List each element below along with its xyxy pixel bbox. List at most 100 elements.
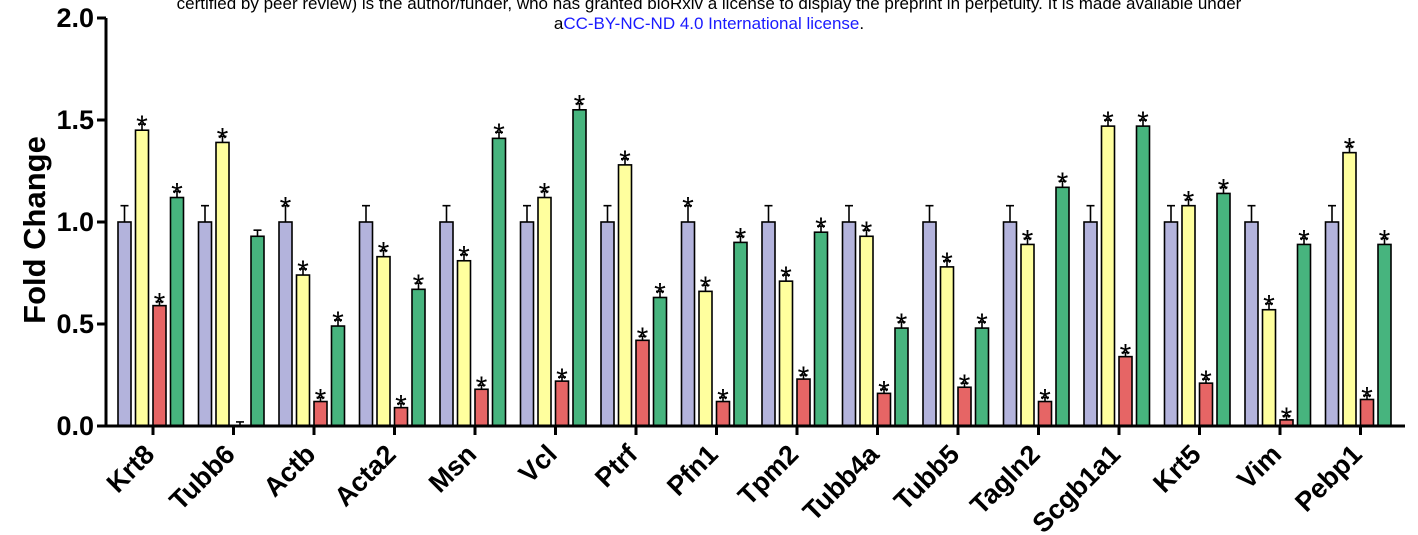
x-tick-label: Tubb6 xyxy=(164,439,241,516)
bar xyxy=(439,221,454,427)
significance-star: * xyxy=(280,192,292,225)
x-tick-label: Tubb5 xyxy=(888,439,965,516)
significance-star: * xyxy=(682,192,694,225)
significance-star: * xyxy=(332,306,344,339)
notice-line-1: certified by peer review) is the author/… xyxy=(176,0,1242,13)
bar xyxy=(1216,192,1231,427)
significance-star: * xyxy=(1298,224,1310,257)
license-link[interactable]: CC-BY-NC-ND 4.0 International license xyxy=(563,14,860,33)
significance-star: * xyxy=(1379,224,1391,257)
significance-star: * xyxy=(476,371,488,404)
bar xyxy=(974,327,990,427)
significance-star: * xyxy=(878,375,890,408)
y-tick-label: 1.0 xyxy=(56,207,94,237)
x-tick-label: Vcl xyxy=(513,439,563,489)
bar xyxy=(411,288,426,427)
significance-star: * xyxy=(556,363,568,396)
bar xyxy=(761,221,776,427)
x-tick-label: Tubb4a xyxy=(797,438,885,526)
significance-star: * xyxy=(959,369,971,402)
bar xyxy=(197,221,213,427)
notice-prefix: a xyxy=(553,14,564,33)
significance-star: * xyxy=(413,269,425,302)
significance-star: * xyxy=(217,122,229,155)
significance-star: * xyxy=(136,110,148,143)
bar xyxy=(519,221,535,427)
bar xyxy=(215,141,230,427)
significance-star: * xyxy=(700,271,712,304)
bar xyxy=(330,325,346,427)
license-notice: certified by peer review) is the author/… xyxy=(0,0,1418,34)
bar xyxy=(295,274,311,427)
bar xyxy=(1244,221,1259,427)
bar xyxy=(456,259,472,427)
significance-star: * xyxy=(574,90,586,123)
bar xyxy=(152,304,167,427)
significance-star: * xyxy=(637,322,649,355)
bar xyxy=(1100,125,1116,427)
significance-star: * xyxy=(171,177,183,210)
x-tick-label: Vim xyxy=(1231,439,1287,495)
bar xyxy=(1261,308,1277,427)
significance-star: * xyxy=(378,237,390,270)
y-tick-label: 2.0 xyxy=(56,3,94,33)
bar xyxy=(376,255,391,427)
x-tick-label: Scgb1a1 xyxy=(1026,439,1126,535)
significance-star: * xyxy=(458,241,470,274)
bar xyxy=(169,196,185,427)
significance-star: * xyxy=(1361,381,1373,414)
bar xyxy=(894,327,909,427)
significance-star: * xyxy=(815,212,827,245)
bar xyxy=(1181,204,1196,427)
bar xyxy=(278,221,293,427)
y-tick-label: 0.5 xyxy=(56,309,94,339)
significance-star: * xyxy=(1183,186,1195,219)
bar xyxy=(1324,221,1340,427)
y-axis-label: Fold Change xyxy=(17,136,52,324)
y-axis: 0.0 0.5 1.0 1.5 2.0 xyxy=(56,3,108,441)
bar xyxy=(1083,221,1098,427)
significance-star: * xyxy=(154,288,166,321)
bar xyxy=(859,235,874,427)
significance-star: * xyxy=(539,177,551,210)
x-tick-label: Acta2 xyxy=(329,439,402,512)
x-tick-label: Pfn1 xyxy=(661,439,724,502)
significance-star: * xyxy=(1137,106,1149,139)
x-axis: Krt8 Tubb6 Actb Acta2 Msn Vcl Ptrf Pfn1 Tpm2Tubb… xyxy=(101,424,1405,535)
bar xyxy=(698,290,713,427)
significance-star: * xyxy=(315,383,327,416)
notice-suffix: . xyxy=(859,14,865,33)
x-tick-label: Tpm2 xyxy=(732,439,804,511)
significance-star: * xyxy=(976,308,988,341)
x-tick-label: Krt8 xyxy=(101,439,160,498)
bar xyxy=(134,129,150,427)
bar xyxy=(1377,243,1392,427)
bar xyxy=(813,231,829,427)
significance-star: * xyxy=(297,255,309,288)
significance-star: * xyxy=(1039,383,1051,416)
significance-star: * xyxy=(1263,290,1275,323)
bar xyxy=(922,221,937,427)
significance-star: * xyxy=(1218,173,1230,206)
bar xyxy=(939,266,955,427)
bar xyxy=(491,137,507,427)
significance-star: * xyxy=(493,118,505,151)
bar xyxy=(1020,243,1035,427)
significance-star: * xyxy=(1057,167,1069,200)
x-tick-label: Ptrf xyxy=(589,438,644,493)
bar xyxy=(778,280,794,427)
x-tick-label: Tagln2 xyxy=(964,439,1045,520)
bar xyxy=(600,221,615,427)
bar xyxy=(733,241,748,427)
significance-star: * xyxy=(896,308,908,341)
bar xyxy=(1296,243,1312,427)
bar xyxy=(358,221,374,427)
significance-star: * xyxy=(861,216,873,249)
x-tick-label: Pebp1 xyxy=(1289,439,1368,518)
significance-star: * xyxy=(798,361,810,394)
bar xyxy=(1055,186,1070,427)
y-tick-label: 0.0 xyxy=(56,411,94,441)
significance-star: * xyxy=(1022,224,1034,257)
bar xyxy=(117,221,132,427)
